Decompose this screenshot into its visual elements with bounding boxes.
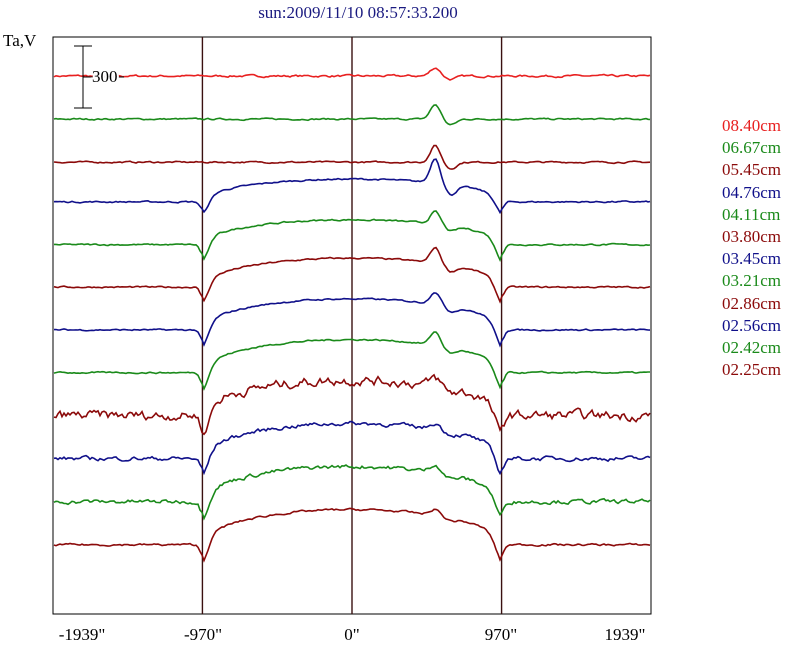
y-axis-label: Ta,V <box>3 31 37 50</box>
series-line-04.11cm <box>54 210 651 262</box>
x-tick-label: 0" <box>344 625 360 644</box>
series-line-03.21cm <box>53 331 650 391</box>
series-line-06.67cm <box>53 104 651 126</box>
series-line-03.80cm <box>53 246 651 304</box>
x-tick-label: -970" <box>183 625 223 644</box>
series-line-02.86cm <box>53 373 651 436</box>
x-tick-label: 1939" <box>604 625 646 644</box>
legend-item: 04.11cm <box>722 204 781 224</box>
x-tick-label: 970" <box>484 625 518 644</box>
legend-item: 04.76cm <box>722 182 782 202</box>
series-line-02.56cm <box>53 420 651 476</box>
series-line-03.45cm <box>53 292 651 348</box>
series-line-02.25cm <box>53 507 651 563</box>
legend-item: 02.42cm <box>722 338 782 357</box>
legend-item: 03.80cm <box>722 227 782 246</box>
series-line-04.76cm <box>53 158 651 215</box>
series-line-02.42cm <box>53 464 651 521</box>
legend-item: 05.45cm <box>722 160 782 180</box>
legend-item: 02.86cm <box>722 293 782 313</box>
legend-item: 08.40cm <box>722 116 782 135</box>
scale-bar: 300 <box>74 45 124 109</box>
legend-item: 03.45cm <box>722 249 782 269</box>
legend-item: 03.21cm <box>722 271 782 291</box>
legend-item: 02.25cm <box>722 360 782 380</box>
legend-item: 02.56cm <box>722 315 782 335</box>
series-line-05.45cm <box>53 144 651 170</box>
series-line-08.40cm <box>53 67 651 81</box>
x-tick-label: -1939" <box>58 625 106 644</box>
legend-item: 06.67cm <box>722 138 782 158</box>
chart-title: sun:2009/11/10 08:57:33.200 <box>258 3 458 22</box>
scale-bar-label: 300 <box>92 67 118 86</box>
